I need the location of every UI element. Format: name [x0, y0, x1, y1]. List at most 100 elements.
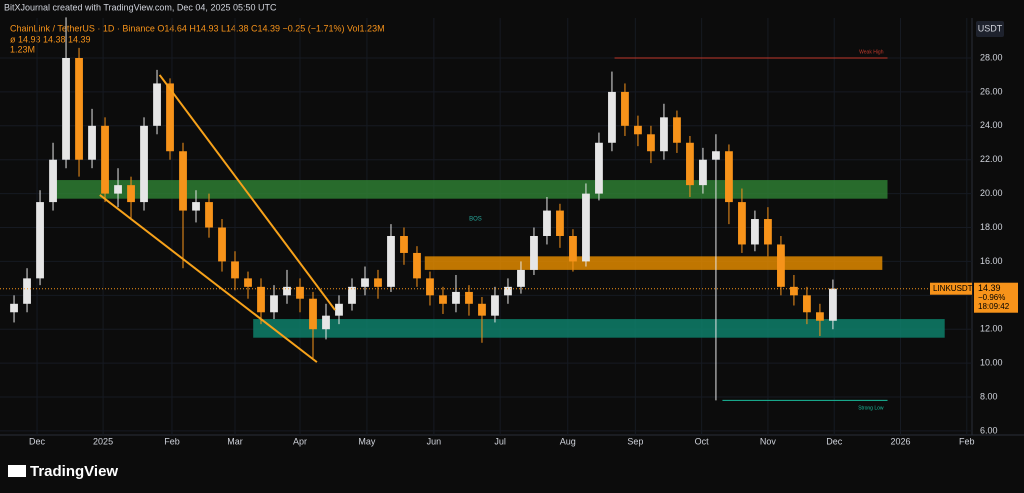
- plot: Weak High Strong Low BOS: [0, 17, 972, 435]
- x-tick-label: Jun: [427, 436, 442, 446]
- y-tick-label: 8.00: [980, 391, 998, 401]
- candle-body: [660, 117, 668, 152]
- candle-body: [10, 303, 18, 313]
- trendline: [158, 74, 336, 311]
- candle-body: [387, 235, 395, 287]
- candle-body: [23, 278, 31, 304]
- y-tick-label: 20.00: [980, 188, 1003, 198]
- watermark: BitXJournal created with TradingView.com…: [4, 2, 277, 12]
- candle-body: [803, 295, 811, 313]
- candle-body: [361, 278, 369, 287]
- candle-body: [621, 91, 629, 126]
- candle-body: [348, 286, 356, 304]
- candle-body: [127, 185, 135, 203]
- candle-body: [699, 159, 707, 186]
- x-tick-label: Apr: [293, 436, 307, 446]
- candle-body: [790, 286, 798, 296]
- candle-body: [569, 235, 577, 262]
- candle-body: [244, 278, 252, 287]
- x-tick-label: Nov: [760, 436, 777, 446]
- brand: TradingView: [30, 463, 118, 480]
- candle-body: [413, 252, 421, 279]
- candle-body: [49, 159, 57, 203]
- y-tick-label: 24.00: [980, 120, 1003, 130]
- zone: [54, 180, 888, 199]
- candle-body: [439, 295, 447, 304]
- x-tick-label: May: [358, 436, 376, 446]
- candle-body: [465, 291, 473, 304]
- candle-body: [686, 142, 694, 186]
- candle-body: [647, 134, 655, 152]
- x-tick-label: Oct: [695, 436, 710, 446]
- candle-body: [179, 151, 187, 211]
- candle-body: [335, 303, 343, 316]
- candle-body: [88, 125, 96, 160]
- candle-body: [283, 286, 291, 296]
- currency[interactable]: USDT: [978, 23, 1003, 33]
- candle-body: [101, 125, 109, 194]
- x-tick-label: Feb: [959, 436, 975, 446]
- price-value: 14.39: [978, 283, 1001, 293]
- y-tick-label: 18.00: [980, 222, 1003, 232]
- zone: [253, 319, 945, 338]
- y-tick-label: 10.00: [980, 358, 1003, 368]
- candle-body: [322, 315, 330, 330]
- candle-body: [296, 286, 304, 299]
- candle-body: [738, 202, 746, 245]
- symbol-label: LINKUSDT: [933, 284, 973, 293]
- x-tick-label: Aug: [560, 436, 576, 446]
- candle-body: [166, 83, 174, 152]
- price-change: −0.96%: [978, 293, 1005, 302]
- x-tick-label: Jul: [494, 436, 506, 446]
- y-tick-label: 22.00: [980, 154, 1003, 164]
- level-label: Strong Low: [858, 406, 884, 412]
- candle-body: [712, 151, 720, 160]
- logo: [8, 465, 26, 477]
- x-tick-label: Dec: [826, 436, 843, 446]
- candle-body: [374, 278, 382, 287]
- candle-body: [36, 202, 44, 279]
- legend: ChainLink / TetherUS · 1D · Binance O14.…: [10, 23, 385, 33]
- candle-body: [192, 202, 200, 211]
- candle-body: [270, 295, 278, 313]
- legend-line: ø 14.93 14.38 14.39: [10, 34, 91, 44]
- y-tick-label: 28.00: [980, 52, 1003, 62]
- candle-body: [75, 58, 83, 160]
- candle-body: [257, 286, 265, 313]
- x-tick-label: 2025: [93, 436, 113, 446]
- candle-body: [309, 298, 317, 330]
- candle-body: [452, 291, 460, 304]
- x-tick-label: Dec: [29, 436, 46, 446]
- candle-body: [517, 269, 525, 287]
- candle-body: [62, 58, 70, 160]
- candle-body: [153, 83, 161, 126]
- currency-box: [976, 21, 1004, 37]
- annotation: BOS: [469, 217, 482, 223]
- trendline: [99, 194, 318, 363]
- x-tick-label: Sep: [627, 436, 643, 446]
- candle-body: [816, 312, 824, 321]
- candle-body: [218, 227, 226, 262]
- candle-body: [530, 235, 538, 270]
- candle-body: [400, 235, 408, 253]
- candle-body: [829, 288, 837, 321]
- price-box: [974, 282, 1018, 313]
- candle-body: [114, 185, 122, 194]
- candle-body: [205, 202, 213, 228]
- y-tick-label: 6.00: [980, 425, 998, 435]
- candle-body: [556, 210, 564, 236]
- candle-body: [725, 151, 733, 203]
- candle-body: [543, 210, 551, 236]
- countdown: 18:09:42: [978, 302, 1010, 311]
- candle-body: [140, 125, 148, 203]
- candle-body: [504, 286, 512, 296]
- candle-body: [582, 193, 590, 262]
- x-tick-label: Mar: [227, 436, 243, 446]
- candle-body: [491, 295, 499, 316]
- candle-body: [777, 244, 785, 287]
- candle-body: [231, 261, 239, 279]
- y-tick-label: 26.00: [980, 86, 1003, 96]
